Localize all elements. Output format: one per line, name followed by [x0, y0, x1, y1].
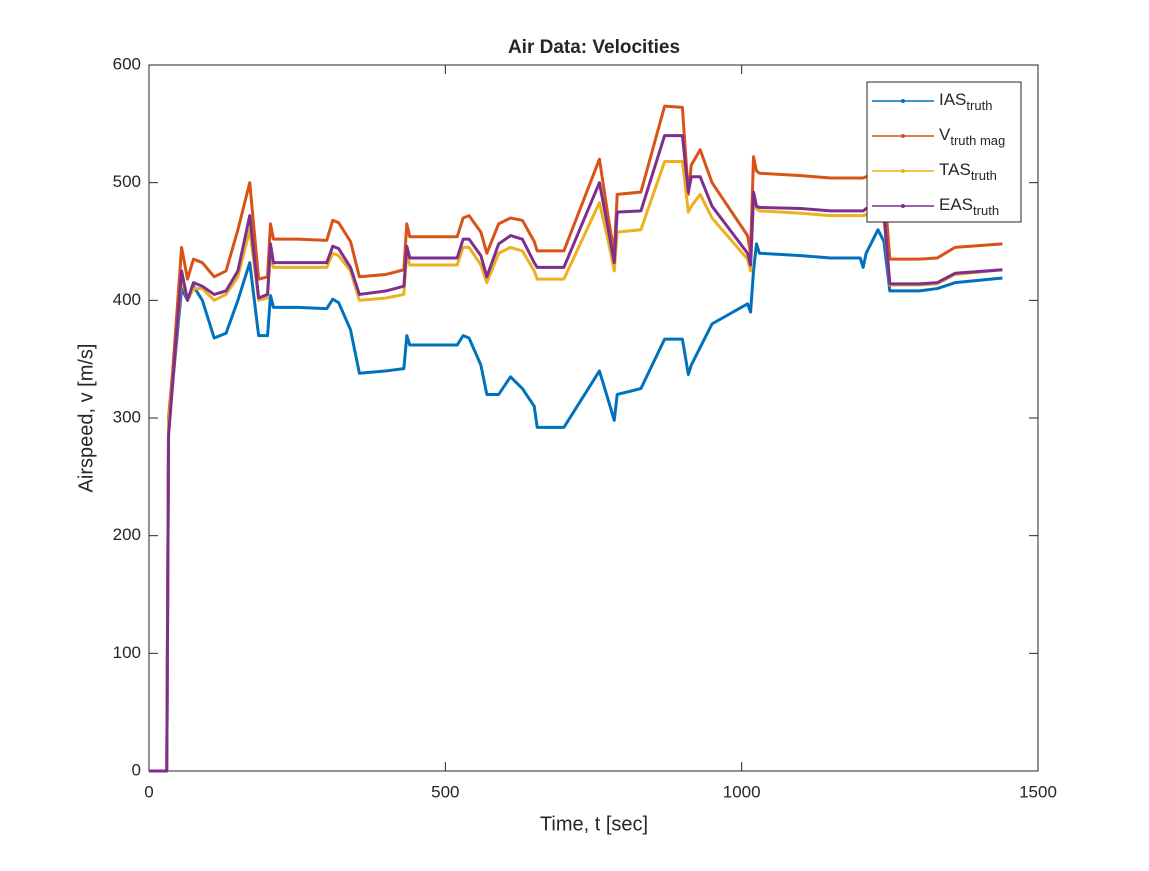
legend-label: IAStruth [939, 90, 992, 113]
legend-label: TAStruth [939, 160, 997, 183]
x-tick-label: 1000 [723, 782, 761, 801]
y-tick-label: 300 [113, 407, 141, 426]
legend-subscript: truth [966, 98, 992, 113]
x-axis-label: Time, t [sec] [540, 813, 648, 835]
legend-name: IAS [939, 90, 966, 109]
y-axis-label: Airspeed, v [m/s] [75, 344, 97, 493]
y-tick-label: 100 [113, 643, 141, 662]
series-line [149, 104, 1003, 773]
legend-label: Vtruth mag [939, 125, 1005, 148]
y-tick-label: 0 [132, 760, 141, 779]
legend-label: EAStruth [939, 195, 999, 218]
series-line [149, 228, 1003, 773]
series-line [149, 159, 1003, 773]
legend-marker [901, 204, 905, 208]
legend-marker [901, 99, 905, 103]
x-tick-label: 1500 [1019, 782, 1057, 801]
legend-name: V [939, 125, 951, 144]
legend-name: EAS [939, 195, 973, 214]
y-tick-label: 400 [113, 290, 141, 309]
legend-subscript: truth [971, 168, 997, 183]
x-tick-label: 500 [431, 782, 459, 801]
y-tick-label: 200 [113, 525, 141, 544]
legend-marker [901, 169, 905, 173]
y-tick-label: 600 [113, 54, 141, 73]
legend-subscript: truth [973, 203, 999, 218]
legend-name: TAS [939, 160, 971, 179]
legend-marker [901, 134, 905, 138]
legend-subscript: truth mag [950, 133, 1005, 148]
y-tick-label: 500 [113, 172, 141, 191]
x-tick-label: 0 [144, 782, 153, 801]
series-line [149, 134, 1003, 773]
chart-title: Air Data: Velocities [508, 37, 680, 58]
legend-box [866, 81, 1022, 223]
